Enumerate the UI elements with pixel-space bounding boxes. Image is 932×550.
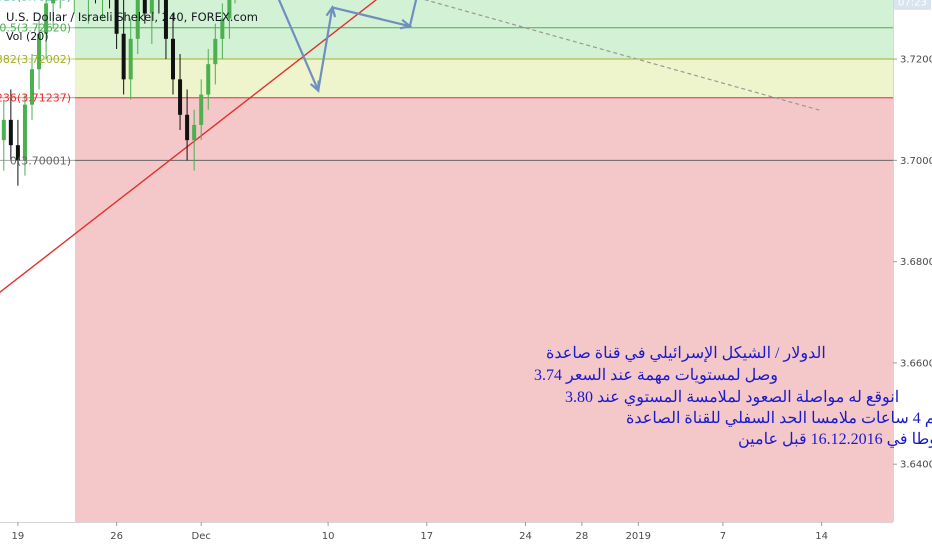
time-tick-label: 10 xyxy=(322,531,335,542)
price-tick-label: 3.68000 xyxy=(900,257,932,268)
time-tick-label: 14 xyxy=(815,531,828,542)
channel-lower-line[interactable] xyxy=(0,0,575,313)
time-tick-label: 7 xyxy=(720,531,726,542)
projection-arrows[interactable] xyxy=(238,0,557,93)
fib-band xyxy=(75,27,893,59)
candle-up xyxy=(22,104,27,161)
candle-up xyxy=(192,124,197,141)
candles xyxy=(1,0,236,186)
price-axis-ticks: 3.640003.660003.680003.700003.720003.740… xyxy=(893,55,932,471)
annotation-line: الدولار / الشيكل الإسرائيلي في قناة صاعد… xyxy=(546,345,826,362)
candle-up xyxy=(220,18,225,39)
candle-up xyxy=(227,0,232,19)
time-axis-background[interactable] xyxy=(0,522,932,550)
arabic-annotation: الدولار / الشيكل الإسرائيلي في قناة صاعد… xyxy=(534,345,932,448)
candle-down xyxy=(15,145,20,161)
candle-up xyxy=(213,38,218,65)
fib-band xyxy=(75,0,893,28)
time-tick-label: 17 xyxy=(420,531,433,542)
candle-down xyxy=(178,79,183,115)
annotation-line: وصل لمستويات مهمة عند السعر 3.74 xyxy=(534,367,778,384)
fib-band xyxy=(75,58,893,98)
fib-label: 0.5(3.72620) xyxy=(0,22,71,35)
candle-down xyxy=(8,119,13,146)
candle-down xyxy=(121,33,126,80)
price-tick-label: 3.66000 xyxy=(900,358,932,369)
fib-label: 0.618(3.73238) xyxy=(0,0,71,3)
fib-lines xyxy=(0,27,893,161)
candle-up xyxy=(37,33,42,70)
chart-title: U.S. Dollar / Israeli Shekel, 240, FOREX… xyxy=(6,10,258,24)
candle-up xyxy=(30,69,34,105)
time-axis-ticks: 19 26 Dec 10 17 24 28 2019 7 14 xyxy=(12,522,828,542)
fib-bands xyxy=(75,0,893,522)
candle-up xyxy=(135,0,140,39)
annotation-line: انوقع له مواصلة الصعود لملامسة المستوي ع… xyxy=(565,389,899,406)
annotation-line: قد نراه قريبا عند مستويات 3.87 التي ارتد… xyxy=(738,431,932,448)
time-tick-label: 24 xyxy=(519,531,532,542)
time-tick-label: Dec xyxy=(192,531,211,542)
candle-up xyxy=(1,119,6,141)
dashed-trend-line[interactable] xyxy=(67,0,822,112)
candle-up xyxy=(149,0,154,14)
candle-down xyxy=(171,38,175,80)
candle-down xyxy=(114,0,119,34)
candle-up xyxy=(199,94,204,125)
candle-up xyxy=(206,64,211,95)
fib-label: 0.382(3.72002) xyxy=(0,53,71,66)
fib-band xyxy=(75,160,893,522)
volume-indicator-label[interactable]: Vol (20) xyxy=(6,30,49,43)
time-tick-label: 2019 xyxy=(626,531,651,542)
candle-down xyxy=(163,0,168,39)
fib-band xyxy=(75,97,893,161)
time-tick-label: 26 xyxy=(110,531,123,542)
price-badges: 3.804243.7375007:23 xyxy=(894,0,931,10)
fib-labels: 1.618(3.78476)1(3.75239)0.786(3.74118)0.… xyxy=(0,0,71,167)
time-tick-label: 19 xyxy=(12,531,25,542)
price-tick-label: 3.64000 xyxy=(900,460,932,471)
arrow-head xyxy=(309,80,320,93)
time-tick-label: 28 xyxy=(576,531,589,542)
candle-up xyxy=(51,0,56,4)
candle-up xyxy=(128,38,133,80)
fib-label: 0.236(3.71237) xyxy=(0,92,71,105)
candle-down xyxy=(142,0,147,14)
price-axis-background[interactable] xyxy=(893,0,932,522)
candle-down xyxy=(185,114,190,141)
price-badge-label: 07:23 xyxy=(898,0,927,8)
arrow-head xyxy=(399,18,413,30)
trend-lines[interactable] xyxy=(0,0,893,313)
fib-label: 0(3.70001) xyxy=(10,154,71,167)
arrow-head xyxy=(325,4,337,18)
annotation-line: ولكن بعد عمل بعض التصحيحات علي فريم 4 سا… xyxy=(626,410,932,427)
candle-up xyxy=(44,3,49,34)
price-badge xyxy=(894,0,931,10)
price-tick-label: 3.70000 xyxy=(900,156,932,167)
